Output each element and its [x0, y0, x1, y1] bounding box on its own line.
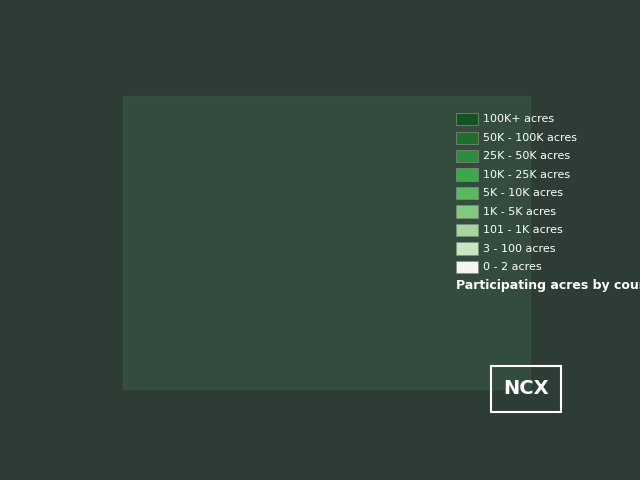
Text: 0 - 2 acres: 0 - 2 acres: [483, 262, 541, 272]
Bar: [456, 150, 477, 162]
Bar: [456, 224, 477, 236]
Text: 5K - 10K acres: 5K - 10K acres: [483, 188, 563, 198]
Text: 50K - 100K acres: 50K - 100K acres: [483, 132, 577, 143]
Bar: [456, 132, 477, 144]
Text: NCX: NCX: [503, 379, 548, 398]
Bar: [456, 205, 477, 218]
Polygon shape: [123, 96, 529, 389]
Bar: [456, 168, 477, 181]
Bar: [456, 242, 477, 255]
Text: 101 - 1K acres: 101 - 1K acres: [483, 225, 563, 235]
Text: 100K+ acres: 100K+ acres: [483, 114, 554, 124]
Bar: [456, 113, 477, 125]
Bar: [491, 366, 561, 412]
Text: 25K - 50K acres: 25K - 50K acres: [483, 151, 570, 161]
Text: 1K - 5K acres: 1K - 5K acres: [483, 206, 556, 216]
Bar: [456, 261, 477, 273]
Text: 3 - 100 acres: 3 - 100 acres: [483, 243, 556, 253]
Bar: [456, 187, 477, 199]
Text: Participating acres by county: Participating acres by county: [456, 278, 640, 292]
Text: 10K - 25K acres: 10K - 25K acres: [483, 169, 570, 180]
